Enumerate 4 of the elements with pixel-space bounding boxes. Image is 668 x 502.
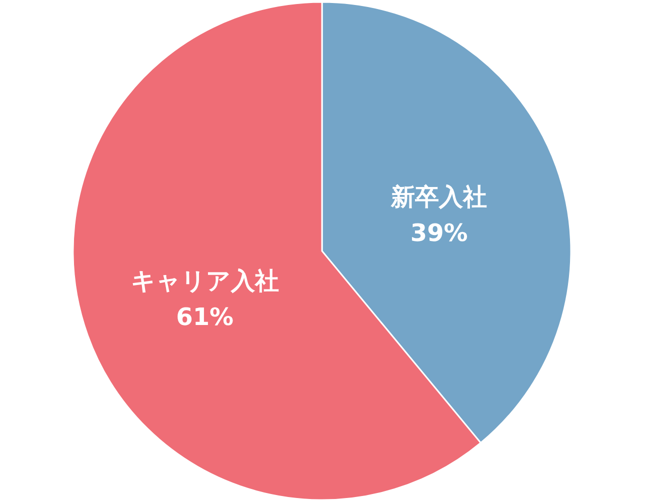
data-label: 39% xyxy=(410,218,468,247)
slice-label: 新卒入社 xyxy=(390,182,488,211)
data-label: 61% xyxy=(176,303,234,332)
slice-label: キャリア入社 xyxy=(130,267,279,296)
